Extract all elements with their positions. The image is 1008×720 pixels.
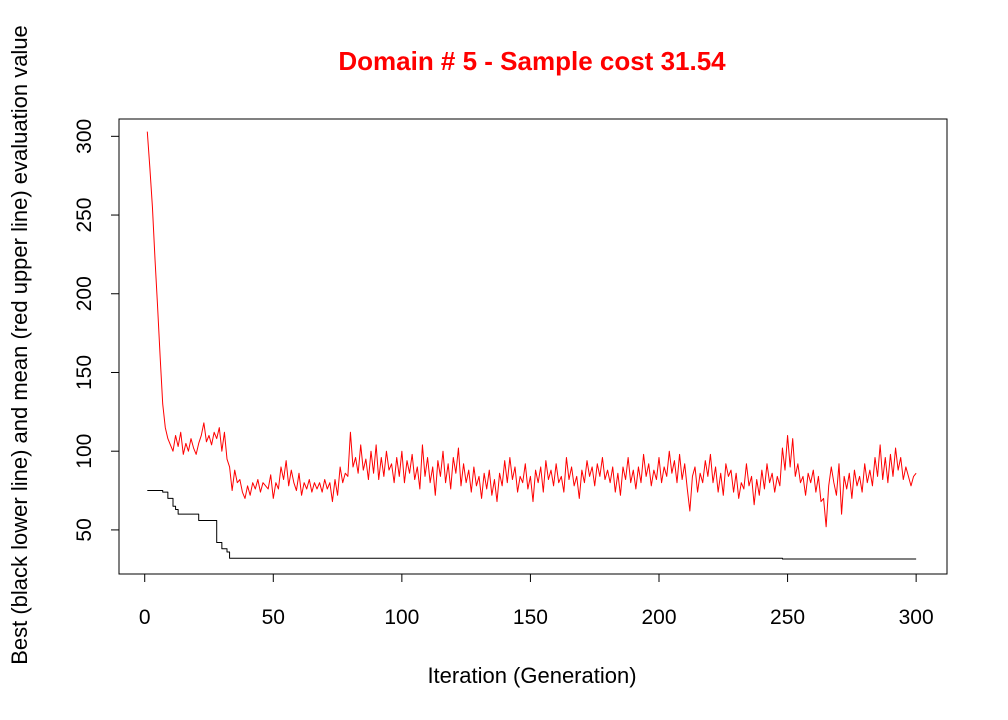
x-tick-label: 200	[641, 606, 676, 629]
chart-title: Domain # 5 - Sample cost 31.54	[338, 46, 726, 76]
y-tick-label: 200	[73, 276, 96, 311]
y-axis-label: Best (black lower line) and mean (red up…	[7, 25, 32, 665]
x-tick-label: 50	[262, 606, 285, 629]
y-tick-label: 50	[73, 518, 96, 541]
series-line-best	[147, 490, 917, 560]
y-tick-label: 300	[73, 119, 96, 154]
x-tick-label: 250	[770, 606, 805, 629]
x-axis-label: Iteration (Generation)	[427, 663, 636, 688]
x-tick-label: 300	[899, 606, 934, 629]
y-tick-label: 100	[73, 434, 96, 469]
y-tick-label: 150	[73, 355, 96, 390]
y-tick-label: 250	[73, 198, 96, 233]
x-axis: 0 50 100 150 200 250 300	[139, 573, 934, 629]
x-tick-label: 100	[384, 606, 419, 629]
y-axis: 50 100 150 200 250 300	[73, 119, 120, 542]
series-layer	[146, 131, 917, 560]
x-tick-label: 0	[139, 606, 151, 629]
x-tick-label: 150	[513, 606, 548, 629]
plot-frame	[118, 118, 948, 575]
series-line-mean	[146, 131, 917, 528]
